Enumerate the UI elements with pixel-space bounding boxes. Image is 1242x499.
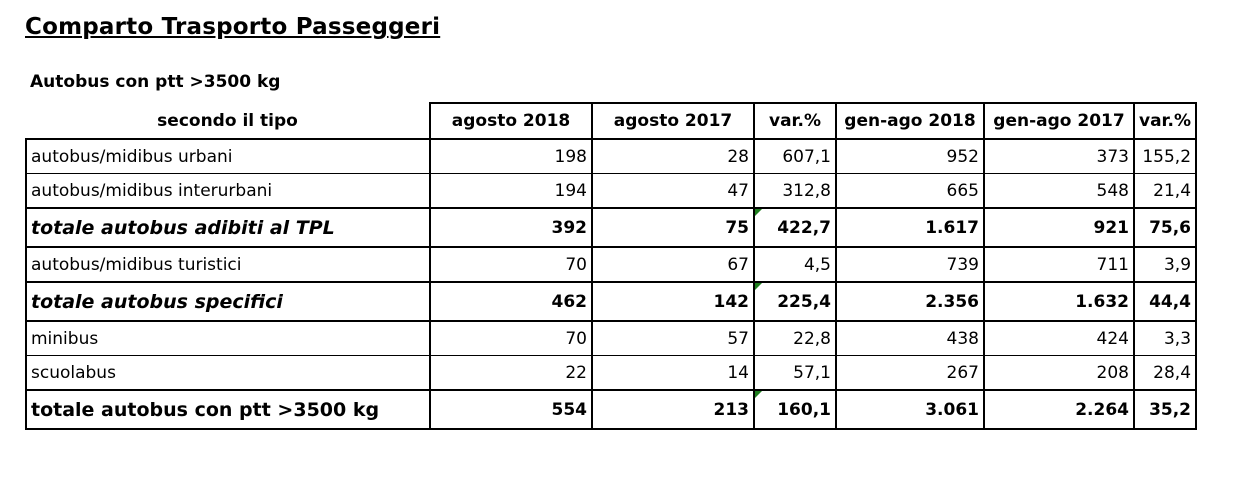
header-aug-2017: agosto 2017 <box>591 102 755 140</box>
table-row: scuolabus 22 14 57,1 267 208 28,4 <box>25 355 1198 391</box>
cell-aug-2017: 28 <box>591 139 755 174</box>
table-row-total: totale autobus specifici 462 142 225,4 2… <box>25 281 1198 322</box>
cell-jan-aug-2017: 921 <box>983 207 1135 248</box>
cell-var-month: 312,8 <box>753 173 837 209</box>
header-jan-aug-2018: gen-ago 2018 <box>835 102 985 140</box>
cell-aug-2018: 392 <box>429 207 593 248</box>
table-row: autobus/midibus interurbani 194 47 312,8… <box>25 173 1198 209</box>
table-header-row: secondo il tipo agosto 2018 agosto 2017 … <box>26 102 1198 140</box>
row-label: totale autobus adibiti al TPL <box>25 207 431 248</box>
cell-aug-2017: 142 <box>591 281 755 322</box>
cell-jan-aug-2017: 424 <box>983 321 1135 356</box>
header-var-ytd: var.% <box>1132 102 1198 140</box>
error-flag-icon <box>756 210 762 216</box>
row-label: scuolabus <box>25 355 431 391</box>
table-subtitle: Autobus con ptt >3500 kg <box>30 72 281 92</box>
cell-aug-2018: 194 <box>429 173 593 209</box>
cell-jan-aug-2017: 548 <box>983 173 1135 209</box>
cell-jan-aug-2018: 2.356 <box>835 281 985 322</box>
cell-jan-aug-2017: 2.264 <box>983 389 1135 430</box>
cell-aug-2018: 70 <box>429 321 593 356</box>
error-flag-icon <box>756 284 762 290</box>
cell-var-ytd: 3,9 <box>1132 247 1198 283</box>
cell-var-month: 57,1 <box>753 355 837 391</box>
cell-var-month: 4,5 <box>753 247 837 283</box>
cell-aug-2017: 57 <box>591 321 755 356</box>
header-jan-aug-2017: gen-ago 2017 <box>983 102 1135 140</box>
cell-jan-aug-2018: 665 <box>835 173 985 209</box>
cell-aug-2018: 70 <box>429 247 593 283</box>
cell-aug-2018: 22 <box>429 355 593 391</box>
cell-var-month: 160,1 <box>753 389 837 430</box>
cell-jan-aug-2018: 438 <box>835 321 985 356</box>
cell-jan-aug-2017: 711 <box>983 247 1135 283</box>
cell-aug-2017: 14 <box>591 355 755 391</box>
cell-aug-2017: 75 <box>591 207 755 248</box>
row-label: autobus/midibus interurbani <box>25 173 431 209</box>
cell-var-ytd: 28,4 <box>1132 355 1198 391</box>
cell-var-ytd: 155,2 <box>1132 139 1198 174</box>
cell-jan-aug-2018: 1.617 <box>835 207 985 248</box>
table-row-total: totale autobus adibiti al TPL 392 75 422… <box>25 207 1198 248</box>
row-label: autobus/midibus turistici <box>25 247 431 283</box>
cell-jan-aug-2017: 208 <box>983 355 1135 391</box>
header-var-month: var.% <box>753 102 837 140</box>
cell-var-month: 607,1 <box>753 139 837 174</box>
cell-var-month: 225,4 <box>753 281 837 322</box>
cell-aug-2017: 47 <box>591 173 755 209</box>
cell-jan-aug-2017: 1.632 <box>983 281 1135 322</box>
table-row-grand-total: totale autobus con ptt >3500 kg 554 213 … <box>25 389 1198 430</box>
error-flag-icon <box>756 392 762 398</box>
row-label: minibus <box>25 321 431 356</box>
cell-aug-2018: 198 <box>429 139 593 174</box>
cell-var-ytd: 44,4 <box>1132 281 1198 322</box>
cell-jan-aug-2018: 3.061 <box>835 389 985 430</box>
cell-var-month: 22,8 <box>753 321 837 356</box>
cell-var-ytd: 35,2 <box>1132 389 1198 430</box>
table-row: autobus/midibus turistici 70 67 4,5 739 … <box>25 247 1198 283</box>
cell-aug-2017: 67 <box>591 247 755 283</box>
row-label: totale autobus specifici <box>25 281 431 322</box>
cell-var-ytd: 21,4 <box>1132 173 1198 209</box>
row-label: autobus/midibus urbani <box>25 139 431 174</box>
cell-var-ytd: 3,3 <box>1132 321 1198 356</box>
cell-jan-aug-2017: 373 <box>983 139 1135 174</box>
header-type: secondo il tipo <box>26 103 430 140</box>
row-label: totale autobus con ptt >3500 kg <box>25 389 431 430</box>
cell-jan-aug-2018: 739 <box>835 247 985 283</box>
header-aug-2018: agosto 2018 <box>429 102 593 140</box>
table-row: minibus 70 57 22,8 438 424 3,3 <box>25 321 1198 356</box>
cell-jan-aug-2018: 267 <box>835 355 985 391</box>
cell-aug-2017: 213 <box>591 389 755 430</box>
cell-var-ytd: 75,6 <box>1132 207 1198 248</box>
cell-aug-2018: 462 <box>429 281 593 322</box>
table-row: autobus/midibus urbani 198 28 607,1 952 … <box>25 139 1198 174</box>
cell-aug-2018: 554 <box>429 389 593 430</box>
cell-var-month: 422,7 <box>753 207 837 248</box>
page-title: Comparto Trasporto Passeggeri <box>25 14 441 40</box>
passenger-transport-table: secondo il tipo agosto 2018 agosto 2017 … <box>25 102 1198 430</box>
cell-jan-aug-2018: 952 <box>835 139 985 174</box>
